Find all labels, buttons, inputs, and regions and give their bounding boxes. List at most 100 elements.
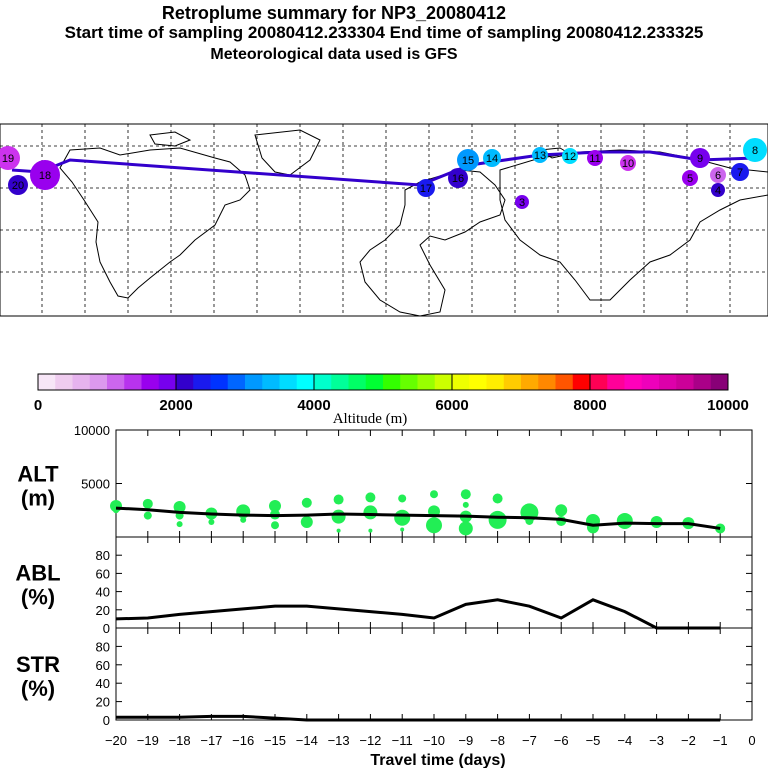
panel-ylabel-line2: (%) (21, 676, 55, 701)
altitude-colorbar: 0 2000 4000 6000 8000 10000 Altitude (m) (34, 373, 749, 427)
chart-title: Retroplume summary for NP3_20080412 (161, 3, 507, 23)
map-graticule (0, 124, 768, 316)
colorbar-cell (296, 374, 315, 390)
colorbar-cell (590, 374, 608, 390)
altitude-fraction-dot (555, 504, 568, 517)
altitude-fraction-dot (176, 521, 183, 528)
altitude-fraction-dot (173, 501, 186, 514)
altitude-fraction-dot (368, 528, 373, 533)
map-marker-label: 10 (622, 158, 634, 170)
colorbar-tick-label: 0 (34, 397, 42, 414)
colorbar-cell (227, 374, 246, 390)
series-line-str (116, 714, 721, 722)
colorbar-cell (400, 374, 418, 390)
x-tick-label: −14 (296, 733, 318, 748)
map-marker (562, 148, 578, 164)
colorbar-cell (383, 374, 401, 390)
map-marker (483, 149, 501, 167)
x-tick-label: −8 (490, 733, 505, 748)
y-tick-label: 5000 (81, 477, 110, 492)
colorbar-cell (572, 374, 591, 390)
y-tick-label: 10000 (74, 423, 110, 438)
map-marker-label: 20 (12, 180, 24, 192)
colorbar-cell (89, 374, 108, 390)
colorbar-cell (348, 374, 367, 390)
colorbar-cell (417, 374, 436, 390)
trajectory-markers: 19 18 20 17 16 15 14 13 12 11 10 9 87 6 5 4 3 (0, 138, 767, 209)
map-marker (30, 160, 60, 190)
x-tick-label: 0 (748, 733, 755, 748)
colorbar-tick-label: 10000 (707, 397, 749, 414)
altitude-fraction-dot (426, 517, 442, 534)
colorbar-cell (607, 374, 625, 390)
altitude-fraction-dot (616, 512, 633, 529)
map-marker-label: 7 (737, 167, 743, 179)
map-marker (620, 155, 636, 171)
panel-frame (115, 627, 753, 721)
x-tick-label: −16 (232, 733, 254, 748)
y-tick-label: 60 (96, 658, 110, 673)
x-tick-label: −10 (423, 733, 445, 748)
altitude-fraction-dot (365, 492, 376, 503)
map-marker-label: 6 (715, 170, 721, 182)
map-marker-label: 14 (486, 153, 498, 165)
map-marker (0, 146, 20, 170)
panel-alt: ALT(m) 10000 5000 (17, 423, 753, 538)
x-tick-label: −18 (169, 733, 191, 748)
map-marker-label: 15 (462, 155, 474, 167)
altitude-fraction-dot (363, 505, 378, 520)
y-tick-label: 0 (103, 621, 110, 636)
coastlines (59, 129, 768, 317)
panel-ylabel-line2: (m) (21, 486, 55, 511)
coast-arctic-islands (149, 131, 192, 147)
colorbar-cell (434, 374, 453, 390)
colorbar-label: Altitude (m) (333, 411, 408, 427)
time-series-panels: ALT(m)100005000ABL(%)806040200STR(%)8060… (15, 423, 753, 728)
altitude-fraction-dot (460, 489, 471, 500)
altitude-fraction-dot (331, 509, 346, 524)
colorbar-cell (659, 374, 677, 390)
map-marker (743, 138, 767, 162)
coast-north-america (59, 147, 251, 299)
colorbar-cell (124, 374, 142, 390)
map-marker-label: 4 (715, 185, 721, 197)
map-marker-label: 17 (420, 183, 432, 195)
y-tick-label: 80 (96, 639, 110, 654)
y-tick-label: 20 (96, 695, 110, 710)
altitude-fraction-dot (394, 509, 411, 526)
map-marker (448, 168, 468, 188)
map-marker (532, 147, 548, 163)
colorbar-cell (676, 374, 694, 390)
altitude-fraction-dot (300, 516, 313, 529)
altitude-fraction-dot (240, 516, 247, 523)
altitude-fraction-dot (458, 521, 473, 536)
x-tick-label: −4 (617, 733, 632, 748)
colorbar-tick-label: 6000 (435, 397, 468, 414)
panel-str: STR(%) 80 60 40 20 0 (16, 627, 753, 728)
panel-frame (115, 536, 753, 629)
colorbar-cell (624, 374, 643, 390)
colorbar-cell (710, 374, 729, 390)
colorbar-cell (469, 374, 487, 390)
x-tick-label: −1 (713, 733, 728, 748)
panel-abl: ABL(%) 80 60 40 20 0 (15, 536, 753, 636)
map-marker-label: 11 (589, 153, 600, 165)
x-tick-label: −19 (137, 733, 159, 748)
map-marker (8, 175, 28, 195)
colorbar-cell (158, 374, 177, 390)
map-marker (457, 149, 479, 171)
x-tick-label: −12 (359, 733, 381, 748)
colorbar-cells (38, 374, 729, 390)
altitude-fraction-dot (208, 519, 215, 526)
map-marker-label: 16 (452, 173, 464, 185)
x-tick-label: −11 (392, 733, 413, 748)
map-marker (710, 167, 726, 183)
colorbar-cell (176, 374, 194, 390)
colorbar-cell (193, 374, 211, 390)
map-marker (690, 148, 710, 168)
y-tick-label: 40 (96, 585, 110, 600)
panel-ylabel-line1: STR (16, 652, 60, 677)
colorbar-ticks: 0 2000 4000 6000 8000 10000 (34, 374, 749, 414)
y-tick-label: 20 (96, 603, 110, 618)
